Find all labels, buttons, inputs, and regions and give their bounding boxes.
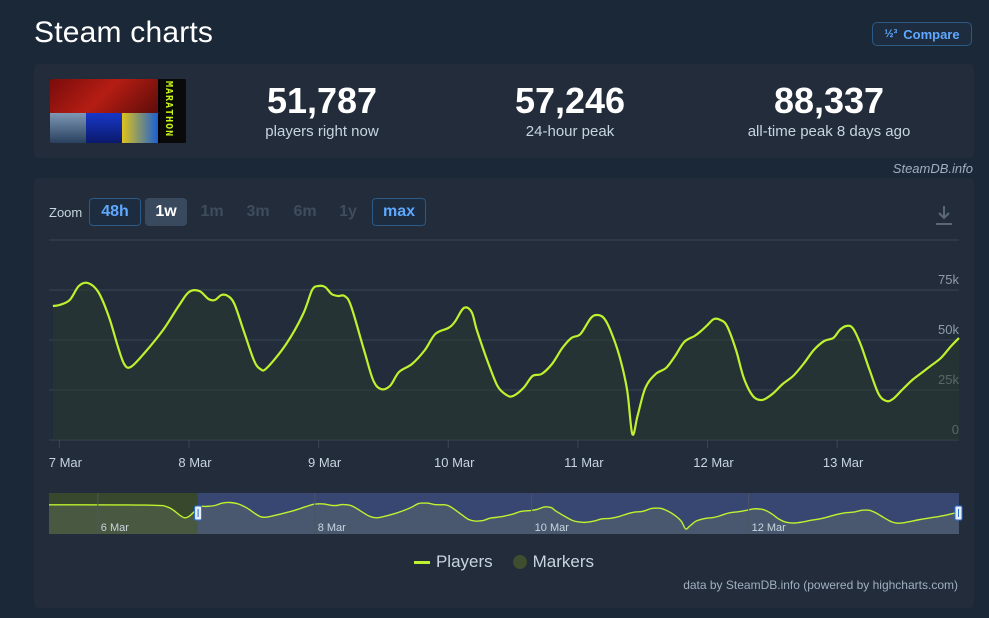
- legend-markers[interactable]: Markers: [512, 552, 595, 572]
- zoom-48h-button[interactable]: 48h: [89, 198, 141, 226]
- stats-card: MARATHON 51,787 players right now 57,246…: [34, 64, 974, 158]
- x-tick-label: 8 Mar: [178, 455, 212, 470]
- legend-line-icon: [413, 560, 430, 564]
- stat-players-now: 51,787 players right now: [242, 80, 402, 141]
- legend-players-label: Players: [435, 552, 493, 571]
- zoom-3m-button[interactable]: 3m: [246, 203, 270, 220]
- navigator-date-label: 12 Mar: [752, 522, 787, 534]
- navigator-area: [49, 502, 959, 534]
- thumb-art-panel-2: [86, 113, 122, 143]
- stat-24h-peak: 57,246 24-hour peak: [480, 80, 660, 141]
- zoom-1m-button[interactable]: 1m: [200, 203, 224, 220]
- zoom-1w-button[interactable]: 1w: [145, 198, 187, 226]
- players-area: [52, 282, 959, 440]
- stat-label: 24-hour peak: [525, 123, 615, 140]
- zoom-max-button[interactable]: max: [372, 198, 426, 226]
- compare-icon: ½³: [884, 27, 898, 40]
- navigator-outside-region: [49, 493, 198, 534]
- x-tick-label: 9 Mar: [308, 455, 342, 470]
- chart-credit[interactable]: data by SteamDB.info (powered by highcha…: [683, 578, 958, 592]
- thumb-logo-strip: [160, 79, 186, 143]
- y-tick-label: 75k: [938, 272, 959, 287]
- navigator-selection: [197, 493, 959, 534]
- x-tick-label: 12 Mar: [693, 455, 734, 470]
- x-tick-label: 10 Mar: [434, 455, 475, 470]
- compare-button[interactable]: ½³ Compare: [872, 22, 972, 46]
- legend-markers-label: Markers: [532, 552, 595, 571]
- legend-dot-icon: [512, 555, 527, 569]
- steamdb-credit[interactable]: SteamDB.info: [892, 161, 973, 176]
- x-tick-label: 11 Mar: [564, 455, 604, 470]
- x-tick-label: 7 Mar: [49, 455, 83, 470]
- legend-players[interactable]: Players: [413, 552, 493, 572]
- chart-card: Zoom 48h 1w 1m 3m 6m 1y max 025k50k75k7 …: [34, 178, 974, 608]
- navigator-line: [48, 501, 960, 530]
- stat-all-time-peak: 88,337 all-time peak 8 days ago: [724, 80, 934, 141]
- thumb-art-panel-1: [50, 113, 86, 143]
- chart-legend: Players Markers: [34, 552, 974, 572]
- y-tick-label: 50k: [938, 322, 959, 337]
- zoom-1y-button[interactable]: 1y: [339, 203, 357, 220]
- thumb-art-panel-3: [122, 113, 158, 143]
- x-tick-label: 13 Mar: [823, 455, 864, 470]
- page-title: Steam charts: [34, 16, 214, 49]
- navigator-date-label: 6 Mar: [101, 522, 129, 534]
- stat-value: 88,337: [773, 80, 885, 121]
- compare-label: Compare: [903, 26, 960, 42]
- navigator-date-label: 8 Mar: [318, 522, 346, 534]
- game-logo-text: MARATHON: [163, 81, 174, 138]
- stat-label: players right now: [265, 123, 379, 140]
- zoom-6m-button[interactable]: 6m: [293, 203, 317, 220]
- download-icon[interactable]: [934, 204, 954, 226]
- stat-label: all-time peak 8 days ago: [747, 123, 911, 140]
- zoom-label: Zoom: [49, 205, 83, 220]
- navigator-date-label: 10 Mar: [535, 522, 570, 534]
- stat-value: 57,246: [514, 80, 626, 121]
- game-thumbnail[interactable]: MARATHON: [50, 79, 186, 143]
- stat-value: 51,787: [266, 80, 378, 121]
- players-line: [52, 281, 960, 436]
